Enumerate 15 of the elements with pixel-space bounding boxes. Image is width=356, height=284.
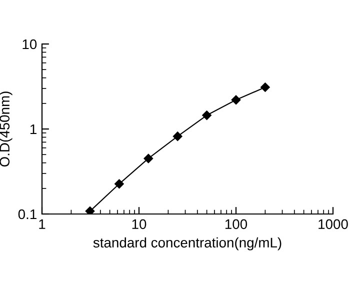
point xyxy=(172,132,182,141)
point xyxy=(144,154,154,164)
x-tick-label: 1000 xyxy=(318,219,348,230)
x-tick-label: 10 xyxy=(132,219,146,230)
point xyxy=(260,82,270,92)
x-axis-title: standard concentration(ng/mL) xyxy=(93,237,282,250)
point xyxy=(231,95,241,105)
point xyxy=(202,110,212,120)
point xyxy=(114,179,124,189)
y-tick-label: 10 xyxy=(22,39,37,50)
x-tick-label: 1 xyxy=(39,219,46,229)
y-tick-label: 1 xyxy=(30,124,36,134)
x-tick-label: 100 xyxy=(225,219,248,230)
point xyxy=(85,206,95,214)
y-tick-label: 0.1 xyxy=(18,209,36,220)
